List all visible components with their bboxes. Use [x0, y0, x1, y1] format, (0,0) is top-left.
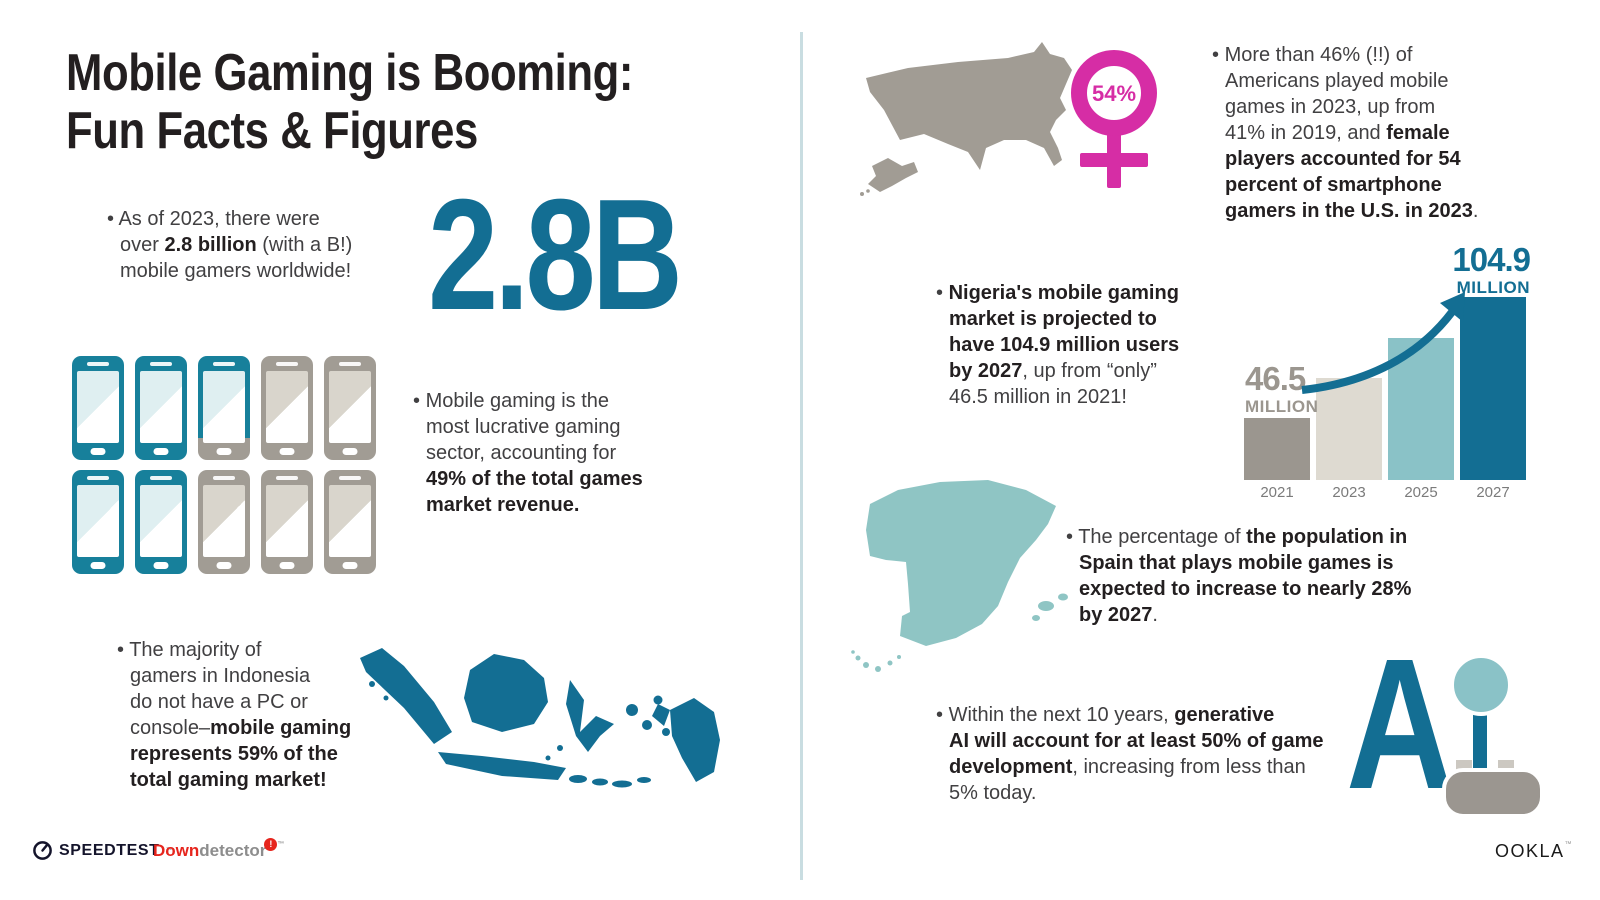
phone-screen [77, 485, 119, 557]
fact-indonesia: The majority of gamers in Indonesia do n… [117, 637, 351, 793]
speedtest-tm: ™ [165, 847, 173, 854]
phone-screen [203, 485, 245, 557]
page-title-line1: Mobile Gaming is Booming: [66, 44, 634, 102]
us-map [860, 42, 1072, 196]
page-title-line2: Fun Facts & Figures [66, 102, 478, 160]
phone-homebtn [342, 562, 358, 569]
phone-speaker [150, 362, 172, 366]
spain-map [851, 480, 1068, 672]
phone-icon [261, 470, 313, 574]
joystick-stick [1473, 708, 1487, 778]
downdetector-word-down: Down [153, 841, 200, 860]
female-badge-value: 54% [1092, 81, 1136, 106]
speedtest-logo: SPEEDTEST ™ [32, 840, 173, 861]
fact-us-female: More than 46% (!!) of Americans played m… [1212, 42, 1479, 224]
phone-icon [324, 470, 376, 574]
bar-rect [1460, 297, 1526, 480]
indonesia-map [360, 648, 720, 788]
ookla-wordmark: OOKLA [1495, 841, 1565, 861]
bar-rect [1244, 418, 1310, 480]
speedtest-wordmark: SPEEDTEST [59, 841, 160, 859]
phone-screen [329, 371, 371, 443]
phone-homebtn [153, 448, 169, 455]
bar-rect [1316, 378, 1382, 480]
growth-arrow-icon [1301, 292, 1465, 394]
phone-icon [198, 470, 250, 574]
bar-2027: 2027 [1460, 297, 1526, 501]
phone-homebtn [90, 562, 106, 569]
joystick-button [1456, 760, 1472, 770]
phone-screen [140, 371, 182, 443]
joystick-base [1442, 768, 1544, 818]
ookla-tm: ™ [1564, 841, 1574, 848]
bar-year-label: 2025 [1404, 484, 1438, 501]
phone-icon [135, 470, 187, 574]
phone-icon [135, 356, 187, 460]
fact-spain: The percentage of the population in Spai… [1066, 524, 1411, 628]
phone-screen [329, 485, 371, 557]
phone-speaker [213, 476, 235, 480]
speedtest-gauge-icon [33, 841, 52, 860]
phone-screen [77, 371, 119, 443]
phone-screen [266, 371, 308, 443]
downdetector-word-detector: detector [199, 841, 267, 860]
bar-year-label: 2023 [1332, 484, 1366, 501]
bar-year-label: 2021 [1260, 484, 1294, 501]
downdetector-tm: ™ [277, 841, 285, 848]
fact-generative-ai: Within the next 10 years, generative AI … [936, 702, 1324, 806]
fact-gamers-worldwide: As of 2023, there were over 2.8 billion … [107, 206, 352, 284]
bar-2021: 2021 [1244, 418, 1310, 501]
bar-year-label: 2027 [1476, 484, 1510, 501]
ookla-logo: OOKLA™ [1495, 841, 1573, 862]
phone-screen [140, 485, 182, 557]
phone-homebtn [216, 562, 232, 569]
big-stat-2-8b: 2.8B [428, 167, 683, 343]
chart-last-value: 104.9 [1452, 241, 1531, 278]
phone-speaker [150, 476, 172, 480]
chart-last-label: 104.9 MILLION [1418, 241, 1531, 297]
downdetector-badge-icon: ! [264, 838, 278, 851]
phone-homebtn [90, 448, 106, 455]
phone-homebtn [342, 448, 358, 455]
chart-first-unit: MILLION [1245, 397, 1319, 416]
phone-speaker [276, 362, 298, 366]
phone-grid [72, 356, 376, 574]
downdetector-logo: Downdetector! ™ [153, 838, 285, 861]
phone-screen [203, 371, 245, 443]
female-symbol-icon: 54% [1071, 50, 1157, 188]
phone-icon [324, 356, 376, 460]
chart-first-label: 46.5 MILLION [1245, 362, 1318, 415]
phone-homebtn [153, 562, 169, 569]
chart-first-value: 46.5 [1245, 360, 1306, 397]
chart-last-unit: MILLION [1456, 278, 1530, 297]
phone-screen [266, 485, 308, 557]
bar-2023: 2023 [1316, 378, 1382, 501]
page-title: Mobile Gaming is Booming: Fun Facts & Fi… [66, 44, 633, 160]
phone-speaker [339, 362, 361, 366]
joystick-ball-icon [1450, 654, 1512, 716]
phone-homebtn [279, 562, 295, 569]
phone-speaker [276, 476, 298, 480]
joystick-button [1498, 760, 1514, 770]
fact-revenue: Mobile gaming is the most lucrative gami… [413, 388, 643, 518]
phone-homebtn [279, 448, 295, 455]
phone-icon [72, 356, 124, 460]
phone-speaker [213, 362, 235, 366]
phone-icon [72, 470, 124, 574]
phone-speaker [339, 476, 361, 480]
phone-icon [198, 356, 250, 460]
phone-speaker [87, 476, 109, 480]
fact-nigeria: Nigeria's mobile gaming market is projec… [936, 280, 1180, 410]
ai-graphic: A [1340, 632, 1545, 820]
bar-chart-bars: 2021 2023 2025 2027 [1244, 297, 1526, 501]
column-divider [800, 32, 803, 880]
letter-a: A [1346, 621, 1454, 828]
phone-speaker [87, 362, 109, 366]
phone-homebtn [216, 448, 232, 455]
phone-icon [261, 356, 313, 460]
